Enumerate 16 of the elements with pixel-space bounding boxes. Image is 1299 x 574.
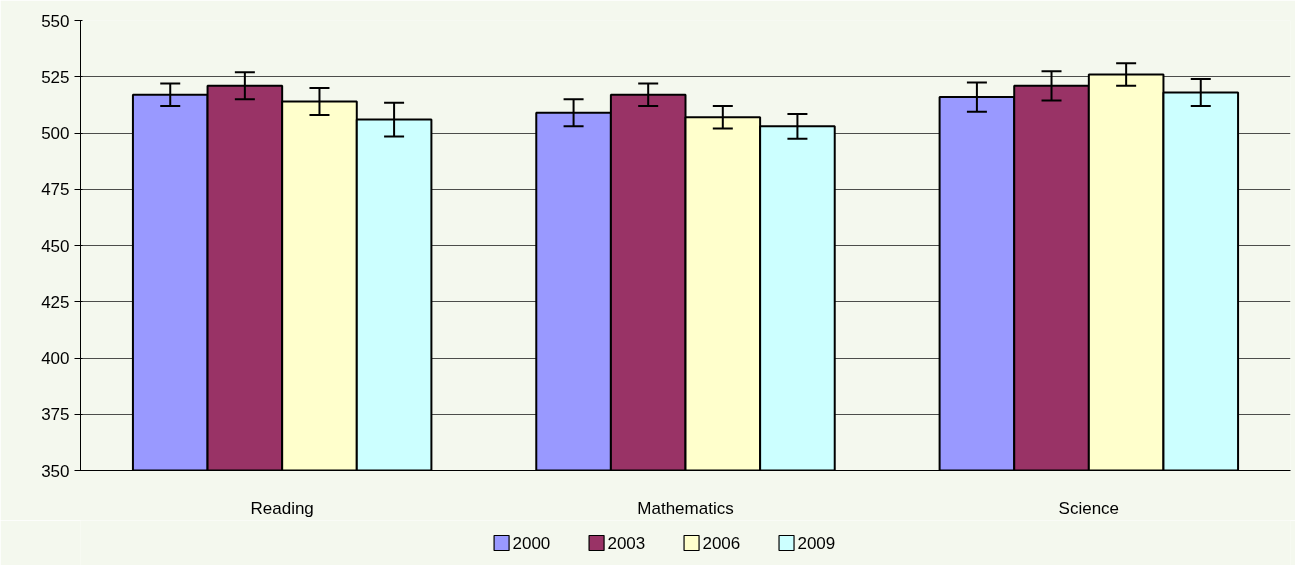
y-tick-label: 500 — [41, 124, 70, 143]
y-tick-label: 550 — [41, 11, 70, 31]
x-tick-label: Reading — [250, 498, 314, 518]
y-tick-label: 450 — [41, 236, 70, 256]
x-tick-label: Mathematics — [637, 498, 734, 518]
y-tick-label: 475 — [41, 180, 70, 200]
y-tick-label: 375 — [41, 405, 70, 425]
legend-label: 2009 — [797, 534, 836, 553]
x-tick-label: Science — [1058, 498, 1120, 518]
y-tick-label: 350 — [41, 461, 70, 481]
y-tick-label: 400 — [41, 349, 70, 368]
legend-label: 2000 — [512, 534, 551, 553]
y-tick-label: 525 — [41, 67, 70, 87]
legend-label: 2006 — [702, 534, 741, 553]
legend-label: 2003 — [607, 534, 646, 553]
y-tick-label: 425 — [41, 292, 70, 312]
